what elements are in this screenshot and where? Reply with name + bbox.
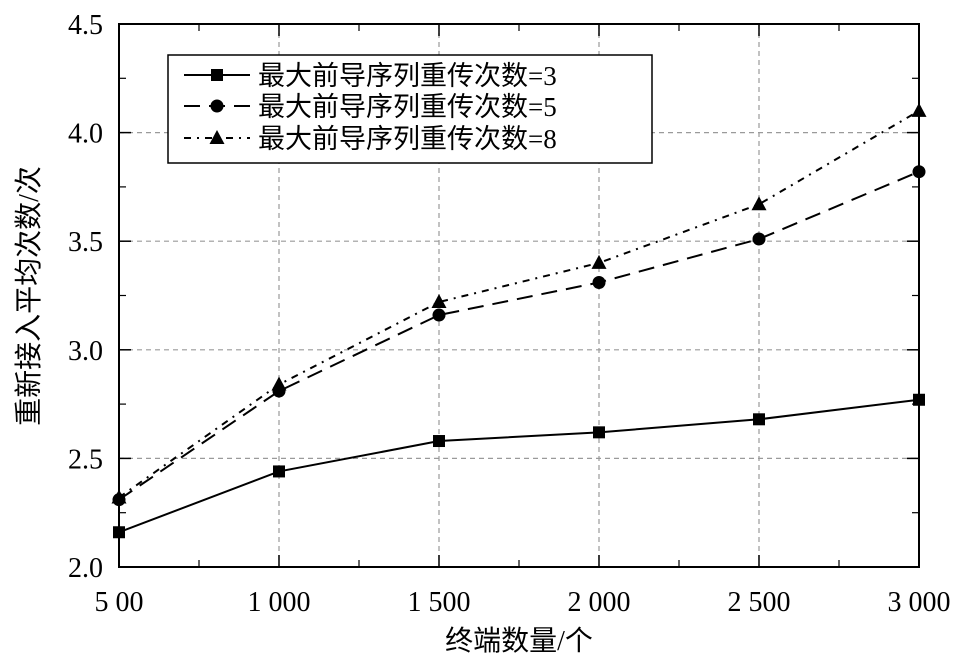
series-2-point (752, 232, 766, 246)
x-tick-label: 5 00 (95, 587, 144, 618)
series-3-point (111, 489, 127, 504)
series-1-point (913, 393, 925, 406)
legend-marker-1 (211, 69, 223, 81)
legend-label-2: 最大前导序列重传次数=5 (258, 92, 557, 122)
series-1-point (113, 526, 125, 539)
y-tick-label: 3.0 (68, 336, 103, 367)
y-tick-label: 2.0 (68, 553, 103, 584)
series-1-point (273, 465, 285, 478)
y-tick-label: 2.5 (68, 444, 103, 475)
series (111, 102, 927, 539)
x-tick-label: 1 000 (248, 587, 311, 618)
x-tick-label: 1 500 (408, 587, 471, 618)
series-2-point (432, 308, 446, 322)
y-tick-label: 4.0 (68, 119, 103, 150)
series-1-point (593, 426, 605, 439)
series-line-2 (118, 170, 920, 501)
legend-marker-3 (209, 130, 225, 144)
x-tick-label: 2 000 (568, 587, 631, 618)
series-3-point (271, 376, 287, 391)
legend-box (167, 54, 653, 164)
x-tick-label: 3 000 (888, 587, 951, 618)
axes: 5 00 1 000 1 500 2 000 2 500 3 000 2.0 2.5 3.0 3.… (68, 10, 951, 618)
y-tick-label: 4.5 (68, 10, 103, 41)
series-1-point (753, 413, 765, 426)
legend-marker-2 (210, 99, 224, 113)
legend-label-3: 最大前导序列重传次数=8 (258, 124, 557, 154)
series-3-point (431, 294, 447, 309)
series-line-1 (118, 398, 920, 534)
series-3-point (911, 102, 927, 117)
x-tick-label: 2 500 (728, 587, 791, 618)
x-axis-title: 终端数量/个 (445, 625, 593, 657)
legend-label-1: 最大前导序列重传次数=3 (258, 61, 557, 91)
series-1-point (433, 435, 445, 448)
y-axis-title: 重新接入平均次数/次 (13, 166, 45, 426)
series-3-point (591, 254, 607, 269)
y-tick-label: 3.5 (68, 227, 103, 258)
series-line-3 (118, 110, 920, 499)
series-2-point (912, 165, 926, 179)
series-3-point (751, 196, 767, 211)
series-2-point (592, 275, 606, 289)
